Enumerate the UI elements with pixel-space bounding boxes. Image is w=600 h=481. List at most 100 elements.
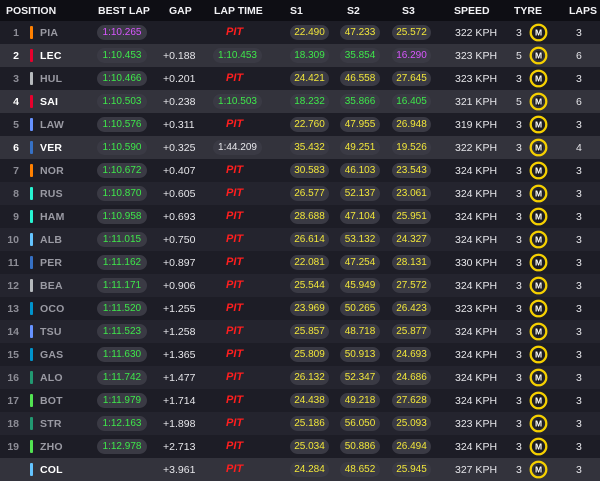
speed-trap: 324 KPH <box>455 349 498 361</box>
laps-count: 3 <box>576 326 582 338</box>
table-row[interactable]: 3 HUL 1:10.466 +0.201 PIT 24.421 46.558 27.645 3… <box>0 67 600 90</box>
tyre-compound-letter: M <box>535 281 542 291</box>
table-row[interactable]: 1 PIA 1:10.265 PIT 22.490 47.233 25.572 322 KPH… <box>0 21 600 44</box>
driver-code: GAS <box>40 349 64 361</box>
header-s3[interactable]: S3 <box>402 5 415 17</box>
sector-2-time: 35.854 <box>340 48 380 63</box>
table-row[interactable]: 12 BEA 1:11.171 +0.906 PIT 25.544 45.949 27.572… <box>0 274 600 297</box>
driver-code: COL <box>40 464 63 476</box>
sector-3-time: 25.572 <box>392 25 431 40</box>
driver-code: RUS <box>40 188 63 200</box>
speed-trap: 323 KPH <box>455 73 498 85</box>
position-number: 17 <box>7 395 19 407</box>
sector-2-time: 50.886 <box>340 439 380 454</box>
header-speed[interactable]: SPEED <box>454 5 490 17</box>
medium-tyre-icon: M <box>529 184 548 203</box>
tyre-compound-letter: M <box>535 304 542 314</box>
laps-count: 3 <box>576 73 582 85</box>
speed-trap: 324 KPH <box>455 326 498 338</box>
tyre-compound-letter: M <box>535 166 542 176</box>
sector-2-time: 52.347 <box>340 370 380 385</box>
table-row[interactable]: 16 ALO 1:11.742 +1.477 PIT 26.132 52.347 24.686… <box>0 366 600 389</box>
driver-code: HAM <box>40 211 65 223</box>
best-lap-time: 1:10.466 <box>97 71 147 86</box>
header-laps[interactable]: LAPS <box>569 5 598 17</box>
position-number: 18 <box>7 418 19 430</box>
speed-trap: 324 KPH <box>455 441 498 453</box>
table-row[interactable]: 13 OCO 1:11.520 +1.255 PIT 23.969 50.265 26.423… <box>0 297 600 320</box>
sector-1-time: 30.583 <box>290 163 329 178</box>
table-row[interactable]: 9 HAM 1:10.958 +0.693 PIT 28.688 47.104 25.951 3… <box>0 205 600 228</box>
table-row[interactable]: 15 GAS 1:11.630 +1.365 PIT 25.809 50.913 24.693… <box>0 343 600 366</box>
tyre-age: 3 <box>516 188 522 200</box>
driver-code: ALO <box>40 372 63 384</box>
table-row[interactable]: 8 RUS 1:10.870 +0.605 PIT 26.577 52.137 23.061 3… <box>0 182 600 205</box>
best-lap-time: 1:12.163 <box>97 416 147 431</box>
sector-3-time: 28.131 <box>392 255 431 270</box>
sector-1-time: 18.232 <box>290 94 329 109</box>
header-tyre[interactable]: TYRE <box>514 5 543 17</box>
sector-3-time: 25.951 <box>392 209 431 224</box>
medium-tyre-icon: M <box>529 414 548 433</box>
tyre-age: 3 <box>516 418 522 430</box>
team-color-bar <box>30 118 33 131</box>
medium-tyre-icon: M <box>529 230 548 249</box>
medium-tyre-icon: M <box>529 138 548 157</box>
laps-count: 3 <box>576 27 582 39</box>
tyre-age: 3 <box>516 257 522 269</box>
table-row[interactable]: 6 VER 1:10.590 +0.325 1:44.209 35.432 49.251 19… <box>0 136 600 159</box>
position-number: 15 <box>7 349 19 361</box>
header-lap-time[interactable]: LAP TIME <box>214 5 263 17</box>
table-row[interactable]: 19 ZHO 1:12.978 +2.713 PIT 25.034 50.886 26.494… <box>0 435 600 458</box>
team-color-bar <box>30 164 33 177</box>
table-row[interactable]: 10 ALB 1:11.015 +0.750 PIT 26.614 53.132 24.327… <box>0 228 600 251</box>
gap-value: +0.693 <box>163 211 196 223</box>
driver-code: TSU <box>40 326 62 338</box>
best-lap-time: 1:11.015 <box>97 232 147 247</box>
header-best-lap[interactable]: BEST LAP <box>98 5 150 17</box>
pit-indicator: PIT <box>226 348 244 360</box>
table-row[interactable]: 4 SAI 1:10.503 +0.238 1:10.503 18.232 35.866 16… <box>0 90 600 113</box>
sector-3-time: 16.405 <box>392 94 431 109</box>
tyre-age: 3 <box>516 349 522 361</box>
speed-trap: 322 KPH <box>455 142 498 154</box>
sector-3-time: 26.423 <box>392 301 431 316</box>
medium-tyre-icon: M <box>529 437 548 456</box>
tyre-compound-letter: M <box>535 258 542 268</box>
header-s1[interactable]: S1 <box>290 5 303 17</box>
header-position[interactable]: POSITION <box>6 5 57 17</box>
sector-3-time: 25.945 <box>392 462 431 477</box>
table-row[interactable]: 2 LEC 1:10.453 +0.188 1:10.453 18.309 35.854 16… <box>0 44 600 67</box>
position-number: 8 <box>13 188 19 200</box>
best-lap-time: 1:11.523 <box>97 324 147 339</box>
best-lap-time: 1:12.978 <box>97 439 147 454</box>
table-row[interactable]: 17 BOT 1:11.979 +1.714 PIT 24.438 49.218 27.628… <box>0 389 600 412</box>
table-row[interactable]: 7 NOR 1:10.672 +0.407 PIT 30.583 46.103 23.543 3… <box>0 159 600 182</box>
laps-count: 6 <box>576 96 582 108</box>
header-gap[interactable]: GAP <box>169 5 192 17</box>
header-s2[interactable]: S2 <box>347 5 360 17</box>
team-color-bar <box>30 440 33 453</box>
tyre-compound-letter: M <box>535 28 542 38</box>
tyre-age: 3 <box>516 142 522 154</box>
gap-value: +1.255 <box>163 303 196 315</box>
best-lap-time: 1:11.630 <box>97 347 147 362</box>
pit-indicator: PIT <box>226 394 244 406</box>
speed-trap: 324 KPH <box>455 280 498 292</box>
sector-1-time: 25.857 <box>290 324 329 339</box>
position-number: 14 <box>7 326 19 338</box>
laps-count: 3 <box>576 280 582 292</box>
tyre-age: 3 <box>516 119 522 131</box>
sector-3-time: 26.948 <box>392 117 431 132</box>
tyre-compound-letter: M <box>535 143 542 153</box>
table-row[interactable]: 18 STR 1:12.163 +1.898 PIT 25.186 56.050 25.093… <box>0 412 600 435</box>
pit-indicator: PIT <box>226 233 244 245</box>
driver-code: PER <box>40 257 63 269</box>
table-row[interactable]: 11 PER 1:11.162 +0.897 PIT 22.081 47.254 28.131… <box>0 251 600 274</box>
sector-2-time: 56.050 <box>340 416 380 431</box>
table-row[interactable]: COL +3.961 PIT 24.284 48.652 25.945 327 KPH 3 M 3 <box>0 458 600 481</box>
position-number: 12 <box>7 280 19 292</box>
laps-count: 3 <box>576 418 582 430</box>
table-row[interactable]: 5 LAW 1:10.576 +0.311 PIT 22.760 47.955 26.948 3… <box>0 113 600 136</box>
table-row[interactable]: 14 TSU 1:11.523 +1.258 PIT 25.857 48.718 25.877… <box>0 320 600 343</box>
